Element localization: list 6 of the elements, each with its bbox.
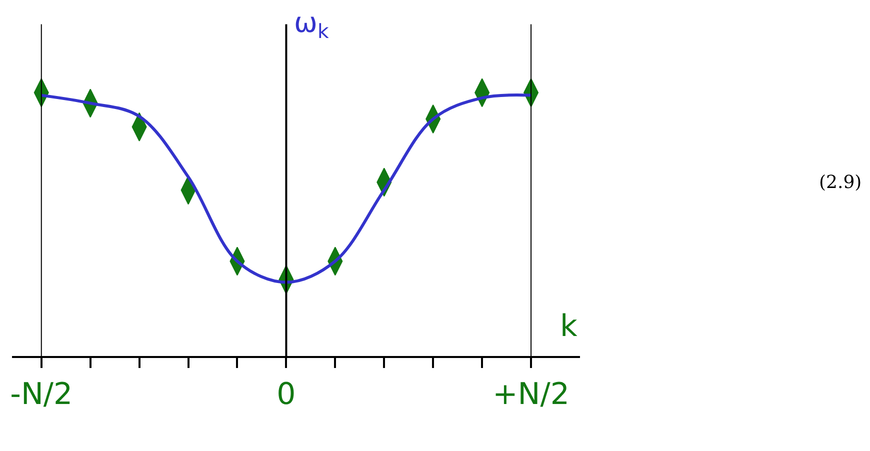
- x-axis-title: k: [560, 309, 578, 344]
- x-tick-label: +N/2: [492, 377, 570, 412]
- x-tick-label: -N/2: [10, 377, 73, 412]
- x-tick-label: 0: [276, 377, 296, 412]
- text: (2.9): [819, 172, 862, 193]
- y-axis-title: ω$_{k}$: [294, 6, 330, 43]
